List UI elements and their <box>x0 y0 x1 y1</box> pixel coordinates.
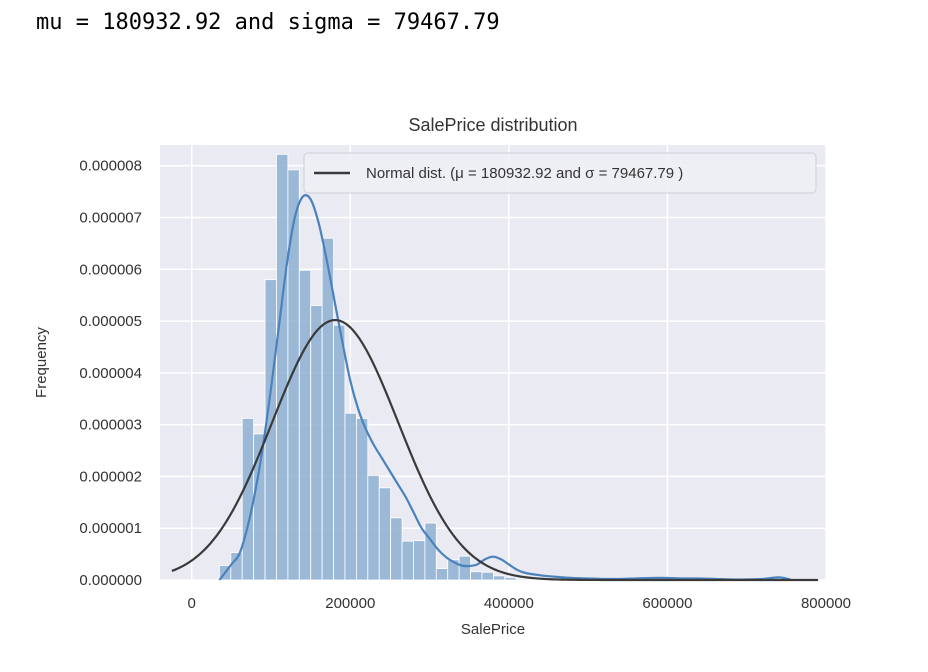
y-tick-label: 0.000006 <box>79 261 142 278</box>
histogram-bar <box>458 555 471 581</box>
histogram-bar <box>481 571 494 581</box>
histogram-bar <box>287 169 300 581</box>
histogram-bar <box>310 305 323 581</box>
histogram-bar <box>367 474 380 581</box>
histogram-bar <box>241 418 255 581</box>
y-axis-label: Frequency <box>33 327 50 398</box>
y-tick-label: 0.000004 <box>79 365 142 382</box>
histogram-bar <box>470 571 483 581</box>
y-tick-label: 0.000000 <box>79 572 142 589</box>
histogram-bar <box>424 522 437 581</box>
y-tick-label: 0.000008 <box>79 158 142 175</box>
histogram-bars <box>218 153 791 581</box>
y-tick-label: 0.000002 <box>79 468 142 485</box>
normal-dist-line <box>171 318 819 582</box>
x-tick-label: 0 <box>188 595 196 612</box>
histogram-bar <box>333 324 346 581</box>
x-tick-label: 400000 <box>484 595 534 612</box>
histogram-bar <box>390 517 403 581</box>
histogram-bar <box>378 487 392 581</box>
x-axis-label: SalePrice <box>461 621 525 638</box>
x-tick-labels: 0 200000 400000 600000 800000 <box>188 595 851 612</box>
histogram-bar <box>230 552 243 581</box>
histogram-bar <box>298 269 312 581</box>
y-tick-label: 0.000005 <box>79 313 142 330</box>
output-text: mu = 180932.92 and sigma = 79467.79 <box>36 10 500 35</box>
histogram-bar <box>264 279 277 581</box>
histogram-bar <box>515 578 529 581</box>
histogram-bar <box>401 540 414 581</box>
histogram-bar <box>344 412 357 581</box>
legend-box <box>303 152 817 194</box>
legend: Normal dist. (μ = 180932.92 and σ = 7946… <box>303 152 817 194</box>
histogram-bar <box>492 575 506 581</box>
legend-label: Normal dist. (μ = 180932.92 and σ = 7946… <box>366 165 683 182</box>
histogram-bar <box>504 577 517 581</box>
kde-line <box>218 194 791 581</box>
x-tick-label: 200000 <box>325 595 375 612</box>
histogram-bar <box>276 153 289 581</box>
x-tick-label: 800000 <box>801 595 851 612</box>
histogram-bar <box>355 418 369 581</box>
histogram-bar <box>413 540 426 581</box>
chart-title: SalePrice distribution <box>408 115 577 135</box>
y-tick-label: 0.000007 <box>79 210 142 227</box>
histogram-bar <box>435 568 449 581</box>
y-tick-labels: 0.000000 0.000001 0.000002 0.000003 0.000004… <box>79 158 142 589</box>
y-tick-label: 0.000001 <box>79 520 142 537</box>
y-tick-label: 0.000003 <box>79 417 142 434</box>
x-tick-label: 600000 <box>642 595 692 612</box>
